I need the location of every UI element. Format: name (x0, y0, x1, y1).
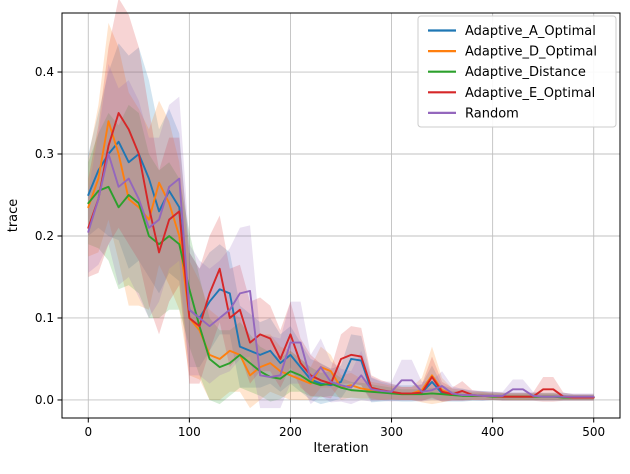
legend-label-adaptive-e-optimal: Adaptive_E_Optimal (465, 86, 595, 101)
y-axis-label: trace (6, 199, 21, 233)
y-tick-label-0.3: 0.3 (35, 147, 54, 161)
axis-ticks: 0 100 200 300 400 500 0.0 0.1 0.2 0.3 0.4 (35, 65, 605, 439)
legend-item-adaptive-distance: Adaptive_Distance (428, 65, 586, 80)
series-band-adaptive-a-optimal (88, 43, 594, 405)
series-lines (87, 112, 595, 399)
legend-box (417, 15, 617, 128)
legend-label-adaptive-d-optimal: Adaptive_D_Optimal (465, 45, 597, 60)
plot-frame (61, 12, 621, 419)
x-tick-label-200: 200 (279, 425, 302, 439)
y-tick-label-0.4: 0.4 (35, 65, 54, 79)
y-tick-label-0: 0.0 (35, 393, 54, 407)
x-axis-label: Iteration (313, 441, 368, 456)
legend-label-adaptive-a-optimal: Adaptive_A_Optimal (465, 24, 596, 39)
series-band-adaptive-distance (88, 104, 594, 405)
series-line-adaptive-e-optimal (87, 112, 595, 399)
legend-item-adaptive-a-optimal: Adaptive_A_Optimal (428, 24, 596, 39)
legend-item-random: Random (428, 106, 519, 121)
x-tick-label-400: 400 (481, 425, 504, 439)
legend-item-adaptive-d-optimal: Adaptive_D_Optimal (428, 45, 597, 60)
legend-label-random: Random (465, 106, 519, 121)
x-tick-label-0: 0 (84, 425, 92, 439)
series-line-random (87, 153, 595, 398)
x-tick-label-100: 100 (178, 425, 201, 439)
y-tick-label-0.2: 0.2 (35, 229, 54, 243)
y-tick-label-0.1: 0.1 (35, 311, 54, 325)
x-tick-label-300: 300 (380, 425, 403, 439)
x-tick-label-500: 500 (582, 425, 605, 439)
legend: Adaptive_A_Optimal Adaptive_D_Optimal Adap… (417, 15, 617, 128)
legend-item-adaptive-e-optimal: Adaptive_E_Optimal (428, 86, 595, 101)
legend-label-adaptive-distance: Adaptive_Distance (465, 65, 586, 80)
series-band-adaptive-e-optimal (88, 0, 594, 402)
